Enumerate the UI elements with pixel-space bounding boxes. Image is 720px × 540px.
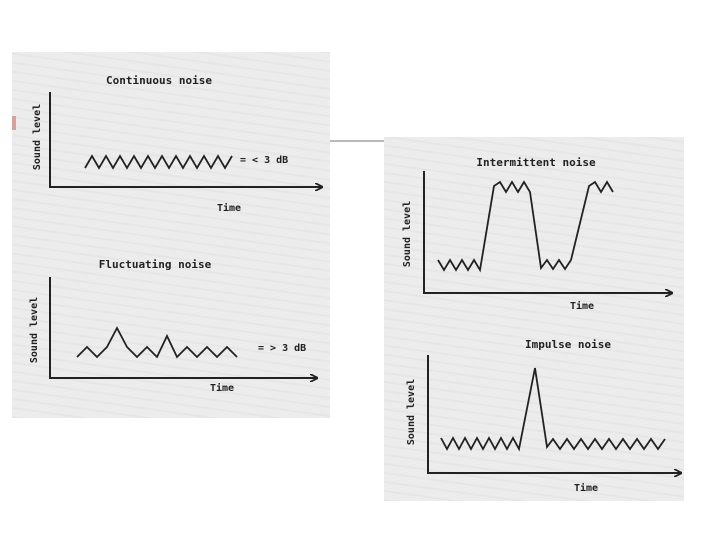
impulse-axes — [427, 355, 681, 473]
impulse-waveform — [440, 367, 666, 452]
continuous-axes — [49, 92, 322, 187]
fluctuating-title: Fluctuating noise — [99, 258, 212, 271]
intermittent-axes — [423, 171, 672, 293]
intermittent-noise-diagram: Intermittent noise Sound level Time — [402, 156, 672, 312]
continuous-waveform — [84, 154, 233, 170]
red-mark — [12, 116, 16, 130]
fluctuating-annotation: = > 3 dB — [258, 343, 306, 354]
intermittent-title: Intermittent noise — [476, 156, 596, 169]
fluctuating-waveform — [76, 326, 238, 359]
intermittent-waveform — [437, 180, 614, 273]
fluctuating-noise-diagram: Fluctuating noise Sound level = > 3 dB T… — [29, 258, 317, 394]
fluctuating-xlabel: Time — [210, 382, 234, 394]
continuous-title: Continuous noise — [106, 74, 212, 87]
impulse-xlabel: Time — [574, 482, 598, 494]
continuous-xlabel: Time — [217, 202, 241, 214]
fluctuating-ylabel: Sound level — [29, 297, 40, 363]
continuous-ylabel: Sound level — [32, 104, 43, 170]
impulse-ylabel: Sound level — [406, 379, 417, 445]
right-scan-panel — [384, 137, 684, 501]
impulse-noise-diagram: Impulse noise Sound level Time — [406, 338, 681, 494]
connector-line — [330, 140, 384, 142]
intermittent-xlabel: Time — [570, 300, 594, 312]
continuous-annotation: = < 3 dB — [240, 155, 288, 166]
fluctuating-axes — [49, 277, 317, 378]
impulse-title: Impulse noise — [525, 338, 611, 351]
continuous-noise-diagram: Continuous noise Sound level = < 3 dB Ti… — [32, 74, 322, 214]
intermittent-ylabel: Sound level — [402, 201, 413, 267]
left-scan-panel — [12, 52, 330, 418]
